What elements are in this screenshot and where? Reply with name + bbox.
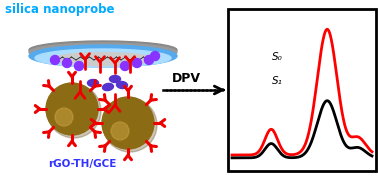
Ellipse shape [87,79,99,87]
Ellipse shape [47,84,101,138]
Ellipse shape [110,75,121,83]
Ellipse shape [29,43,177,61]
Circle shape [74,62,84,71]
Ellipse shape [116,81,127,89]
Text: silica nanoprobe: silica nanoprobe [5,3,115,16]
Circle shape [150,52,160,60]
Ellipse shape [53,52,153,66]
Circle shape [121,62,130,71]
Circle shape [51,56,59,64]
Bar [228,9,376,171]
Circle shape [102,97,154,149]
Ellipse shape [103,98,157,152]
Circle shape [55,108,73,126]
Circle shape [133,58,141,68]
Circle shape [111,122,129,140]
Circle shape [46,83,98,135]
Text: rGO-TH/GCE: rGO-TH/GCE [48,159,116,169]
Text: DPV: DPV [172,72,200,85]
Circle shape [144,56,153,64]
Text: S₁: S₁ [272,76,283,86]
Ellipse shape [35,49,171,67]
Ellipse shape [102,83,113,90]
Circle shape [62,58,71,68]
Text: S₀: S₀ [272,52,283,62]
Ellipse shape [29,41,177,59]
Ellipse shape [29,45,177,67]
